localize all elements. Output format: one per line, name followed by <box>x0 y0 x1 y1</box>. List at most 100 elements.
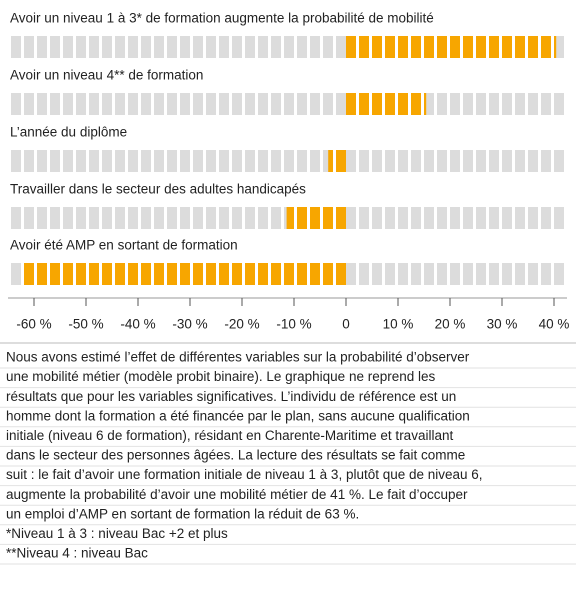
x-tick-label: -30 % <box>172 317 207 332</box>
x-tick-label: 30 % <box>487 317 518 332</box>
bar-segment <box>141 263 151 285</box>
background-segment <box>463 263 473 285</box>
background-segment <box>502 150 512 172</box>
background-segment <box>193 36 203 58</box>
background-segment <box>37 36 47 58</box>
background-segment <box>11 93 21 115</box>
background-segment <box>310 150 320 172</box>
bar-segment <box>359 93 369 115</box>
background-segment <box>476 263 486 285</box>
bar-segment <box>541 36 551 58</box>
background-segment <box>206 36 216 58</box>
note-line: résultats que pour les variables signifi… <box>6 389 456 404</box>
background-segment <box>89 150 99 172</box>
background-segment <box>424 207 434 229</box>
background-segment <box>141 207 151 229</box>
background-segment <box>476 207 486 229</box>
background-segment <box>128 36 138 58</box>
bar-segment <box>37 263 47 285</box>
note-line: homme dont la formation a été financée p… <box>6 408 470 423</box>
note-line: **Niveau 4 : niveau Bac <box>6 546 148 561</box>
background-segment <box>554 207 564 229</box>
background-segment <box>50 150 60 172</box>
bar-segment <box>310 263 320 285</box>
background-segment <box>76 150 86 172</box>
background-segment <box>323 150 333 172</box>
background-segment <box>63 36 73 58</box>
background-segment <box>232 150 242 172</box>
note-line: un emploi d’AMP en sortant de formation … <box>6 506 359 521</box>
background-segment <box>271 150 281 172</box>
bar-segment <box>385 36 395 58</box>
bar-label: Avoir un niveau 1 à 3* de formation augm… <box>10 11 434 26</box>
x-tick-label: -60 % <box>16 317 51 332</box>
background-segment <box>206 207 216 229</box>
background-segment <box>11 263 21 285</box>
background-segment <box>154 36 164 58</box>
background-segment <box>489 263 499 285</box>
background-segment <box>554 150 564 172</box>
background-segment <box>115 36 125 58</box>
background-segment <box>258 207 268 229</box>
x-tick-label: -40 % <box>120 317 155 332</box>
background-segment <box>63 207 73 229</box>
background-segment <box>180 36 190 58</box>
background-segment <box>437 93 447 115</box>
bar-segment <box>359 36 369 58</box>
background-segment <box>232 93 242 115</box>
background-segment <box>541 93 551 115</box>
background-segment <box>37 93 47 115</box>
background-segment <box>554 263 564 285</box>
x-tick-label: 20 % <box>435 317 466 332</box>
background-segment <box>411 150 421 172</box>
bar-segment <box>89 263 99 285</box>
background-segment <box>515 93 525 115</box>
background-segment <box>372 207 382 229</box>
background-segment <box>554 93 564 115</box>
x-tick-label: -20 % <box>224 317 259 332</box>
background-segment <box>515 150 525 172</box>
background-segment <box>37 207 47 229</box>
background-segment <box>336 36 346 58</box>
background-segment <box>541 150 551 172</box>
background-segment <box>437 263 447 285</box>
bar-segment <box>437 36 447 58</box>
background-segment <box>502 93 512 115</box>
bar-label: L’année du diplôme <box>10 125 127 140</box>
bar-segment <box>232 263 242 285</box>
bar-segment <box>284 263 294 285</box>
background-segment <box>154 207 164 229</box>
background-segment <box>476 150 486 172</box>
bar-segment <box>286 207 294 229</box>
background-segment <box>271 93 281 115</box>
bar-segment <box>102 263 112 285</box>
bar-segment <box>411 93 421 115</box>
background-segment <box>398 207 408 229</box>
background-segment <box>284 36 294 58</box>
background-segment <box>24 207 34 229</box>
background-segment <box>385 263 395 285</box>
background-segment <box>284 150 294 172</box>
background-segment <box>50 36 60 58</box>
background-segment <box>11 36 21 58</box>
background-segment <box>102 150 112 172</box>
background-segment <box>271 207 281 229</box>
background-segment <box>541 263 551 285</box>
background-segment <box>437 207 447 229</box>
background-segment <box>167 93 177 115</box>
background-segment <box>258 36 268 58</box>
bar-segment <box>336 263 346 285</box>
background-segment <box>89 207 99 229</box>
x-tick-label: 10 % <box>383 317 414 332</box>
bar-segment <box>63 263 73 285</box>
background-segment <box>398 263 408 285</box>
background-segment <box>463 207 473 229</box>
note-line: initiale (niveau 6 de formation), résida… <box>6 428 453 443</box>
bar-segment <box>167 263 177 285</box>
background-segment <box>102 93 112 115</box>
bar-segment <box>515 36 525 58</box>
background-segment <box>219 93 229 115</box>
bar-segment <box>323 263 333 285</box>
bar-label: Travailler dans le secteur des adultes h… <box>10 182 306 197</box>
